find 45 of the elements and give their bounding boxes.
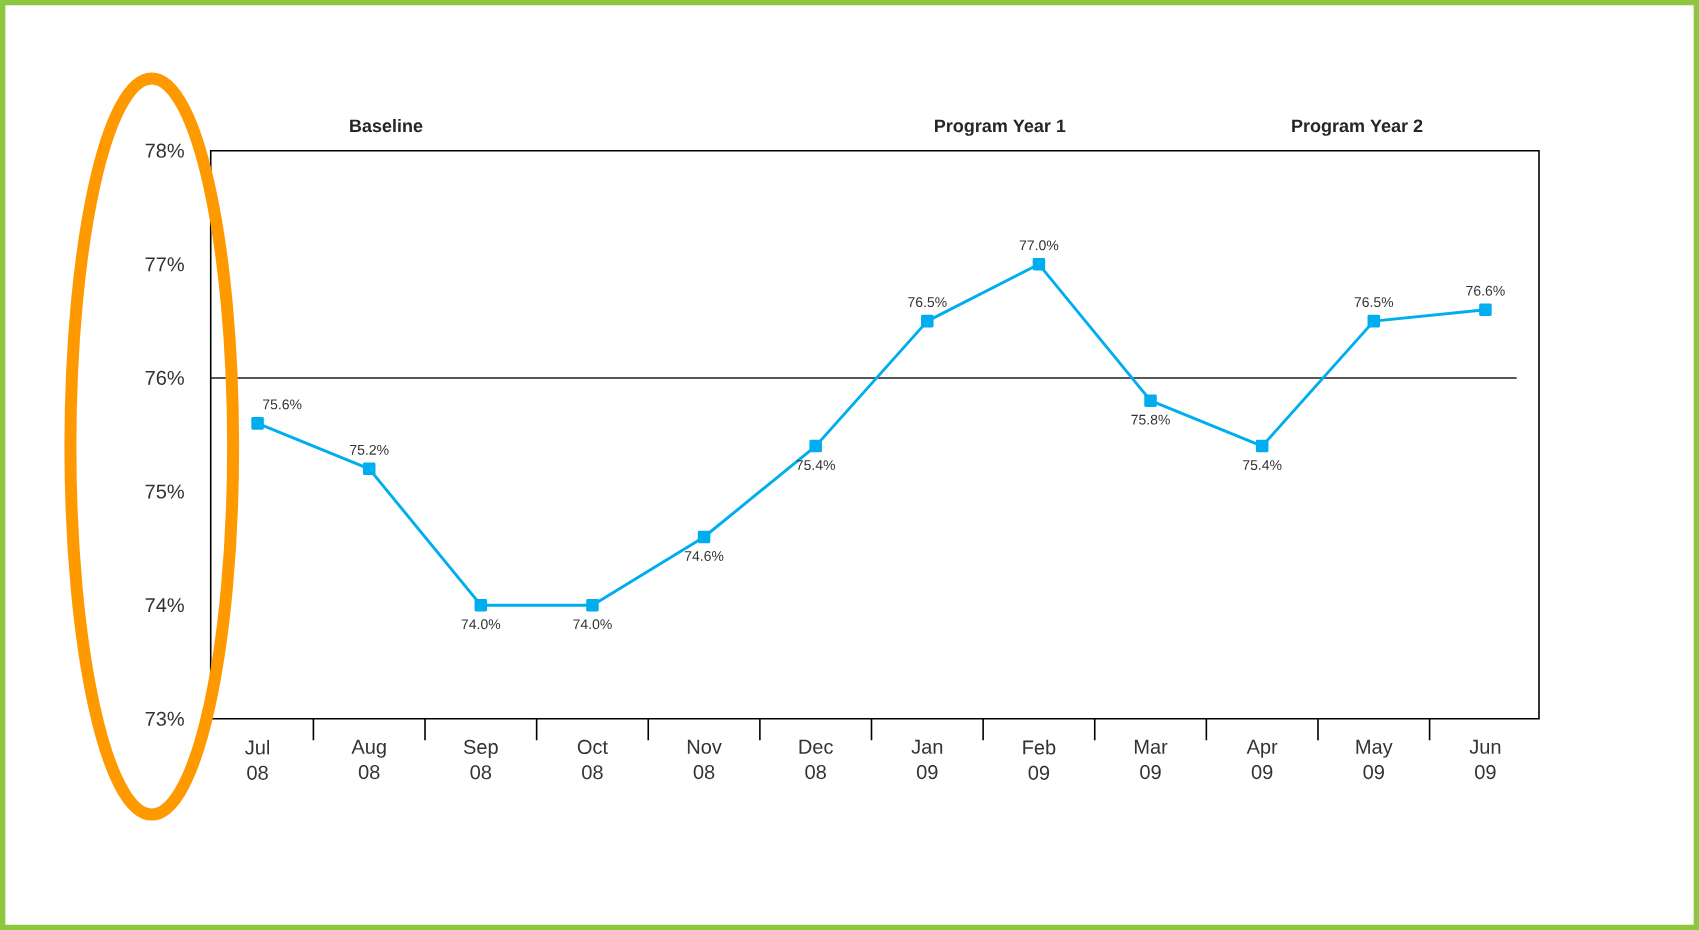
data-label: 76.5% bbox=[908, 297, 947, 307]
text: Program Year 2 bbox=[1292, 119, 1423, 136]
text: Program Year 1 bbox=[935, 119, 1066, 136]
point bbox=[251, 417, 264, 430]
x-tick-label: Feb 09 bbox=[1023, 739, 1056, 780]
x-tick-label: Apr 09 bbox=[1246, 739, 1278, 780]
data-label: 75.2% bbox=[350, 444, 389, 455]
x-tick-label: Aug 08 bbox=[351, 739, 386, 780]
x-tick-label: Jul 08 bbox=[245, 739, 270, 780]
point bbox=[809, 439, 822, 453]
y-tick-label: 78% bbox=[145, 143, 184, 158]
point bbox=[921, 314, 934, 328]
point bbox=[1255, 439, 1269, 453]
x-tick-label: Mar 09 bbox=[1134, 739, 1168, 780]
data-label: 75.4% bbox=[1243, 460, 1282, 470]
y-tick-label: 77% bbox=[145, 257, 184, 272]
x-tick-label: Dec 08 bbox=[799, 739, 833, 780]
point bbox=[586, 598, 599, 612]
x-tick-label: Jan 09 bbox=[911, 739, 943, 780]
point bbox=[1144, 394, 1157, 407]
data-label: 74.0% bbox=[573, 619, 612, 630]
y-tick-label: 76% bbox=[145, 370, 184, 385]
data-label: 74.6% bbox=[684, 550, 724, 561]
data-label: 76.5% bbox=[1354, 297, 1394, 307]
data-label: 75.8% bbox=[1131, 414, 1170, 425]
point bbox=[1367, 314, 1381, 328]
x-tick-label: Nov 08 bbox=[687, 739, 722, 780]
y-tick-label: 73% bbox=[145, 711, 184, 726]
point bbox=[1479, 303, 1492, 316]
point bbox=[474, 598, 488, 612]
x-tick-label: May 09 bbox=[1356, 739, 1393, 780]
point bbox=[697, 530, 711, 544]
data-label: 75.6% bbox=[263, 399, 302, 410]
point bbox=[362, 462, 376, 476]
point bbox=[1032, 257, 1046, 271]
data-label: 74.0% bbox=[461, 619, 501, 630]
x-tick-label: Oct 08 bbox=[577, 739, 608, 780]
data-label: 75.4% bbox=[796, 460, 836, 470]
text: Baseline bbox=[350, 118, 423, 133]
x-tick-label: Sep 08 bbox=[463, 739, 498, 780]
y-tick-label: 74% bbox=[145, 598, 184, 613]
y-tick-label: 75% bbox=[145, 484, 184, 499]
x-tick-label: Jun 09 bbox=[1469, 739, 1501, 780]
data-label: 76.6% bbox=[1466, 285, 1505, 296]
data-label: 77.0% bbox=[1019, 240, 1059, 251]
